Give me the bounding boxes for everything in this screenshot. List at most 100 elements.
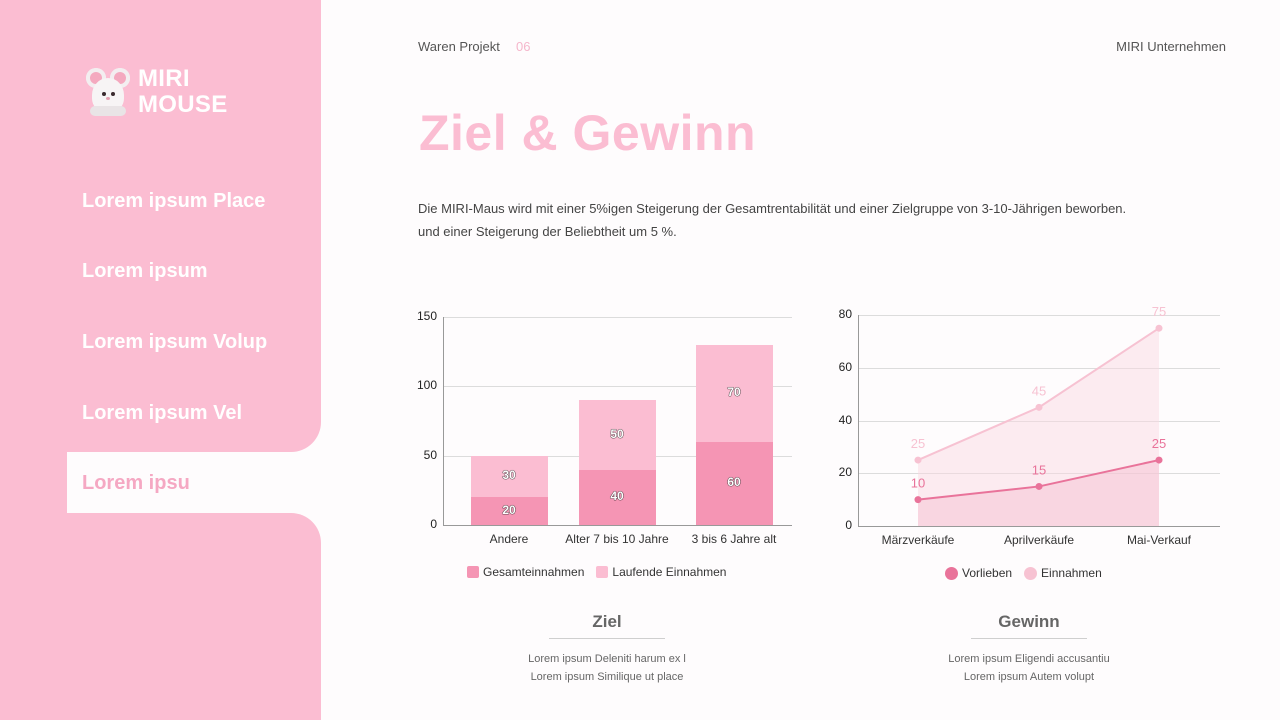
gridline [858, 473, 1220, 475]
series-line [917, 459, 1160, 501]
gridline [443, 455, 792, 457]
legend-dot-icon [1024, 566, 1038, 580]
brand-logo[interactable]: MIRI MOUSE [84, 66, 228, 118]
brand-line-2: MOUSE [138, 91, 228, 118]
gridline [443, 386, 792, 388]
legend-dot-icon [945, 566, 958, 580]
gridline [443, 317, 792, 318]
x-category-label: 3 bis 6 Jahre alt [691, 532, 777, 546]
legend-label: Vorlieben [962, 566, 1013, 580]
x-category-label: Aprilverkäufe [1003, 533, 1075, 547]
data-value-label: 10 [911, 476, 925, 491]
sidebar-panel-top [0, 0, 321, 452]
sidebar-item-2[interactable]: Lorem ipsum [82, 260, 208, 282]
caption-right-line-2: Lorem ipsum Autem volupt [963, 671, 1095, 683]
sidebar-item-1[interactable]: Lorem ipsum Place [82, 190, 266, 212]
bar-value-label: 60 [727, 475, 741, 490]
caption-divider-left [549, 638, 665, 639]
brand-name: MIRI MOUSE [138, 66, 228, 118]
sidebar-item-4[interactable]: Lorem ipsum Vel [82, 402, 243, 424]
data-point [1155, 456, 1163, 464]
legend-item[interactable]: Gesamteinnahmen [467, 565, 584, 579]
area-fill [918, 460, 1159, 526]
caption-left-line-1: Lorem ipsum Deleniti harum ex l [528, 653, 686, 665]
y-tick-label: 0 [430, 517, 437, 531]
project-label: Waren Projekt [418, 39, 500, 54]
page-title: Ziel & Gewinn [419, 105, 757, 161]
x-category-label: Märzverkäufe [881, 533, 955, 547]
legend-label: Einnahmen [1041, 566, 1102, 580]
data-value-label: 75 [1152, 304, 1166, 319]
gridline [858, 367, 1220, 369]
brand-line-1: MIRI [138, 65, 190, 92]
legend-label: Gesamteinnahmen [483, 565, 585, 579]
bar-chart-legend: Gesamteinnahmen Laufende Einnahmen [467, 565, 734, 579]
sidebar-panel-bottom [0, 513, 321, 720]
data-value-label: 15 [1032, 462, 1046, 477]
bar-segment[interactable]: 30 [470, 455, 548, 498]
legend-swatch-icon [596, 566, 609, 578]
bar-value-label: 70 [727, 385, 741, 400]
active-nav-highlight [67, 453, 367, 512]
y-tick-label: 100 [416, 378, 437, 393]
y-tick-label: 20 [838, 465, 852, 480]
y-tick-label: 150 [416, 309, 437, 323]
data-point [1035, 482, 1043, 490]
mouse-mascot-icon [84, 66, 132, 118]
gridline [858, 526, 1220, 527]
bar-value-label: 50 [610, 426, 624, 442]
legend-swatch-icon [467, 566, 479, 578]
area-fill [918, 328, 1159, 526]
data-value-label: 25 [911, 436, 925, 451]
caption-left-line-2: Lorem ipsum Similique ut place [530, 671, 684, 683]
legend-item[interactable]: Vorlieben [945, 566, 1012, 580]
bar-value-label: 30 [502, 468, 516, 483]
x-category-label: Andere [489, 532, 529, 546]
caption-right-line-1: Lorem ipsum Eligendi accusantiu [948, 653, 1110, 665]
bar-segment[interactable]: 60 [695, 441, 773, 525]
series-line [917, 327, 1160, 461]
description: Die MIRI-Maus wird mit einer 5%igen Stei… [418, 197, 1218, 243]
y-tick-label: 40 [838, 412, 852, 427]
bar-segment[interactable]: 20 [470, 497, 548, 525]
data-point [1155, 324, 1163, 332]
y-axis [858, 315, 859, 526]
data-value-label: 45 [1032, 383, 1046, 398]
x-category-label: Mai-Verkauf [1126, 533, 1192, 547]
caption-title-ziel: Ziel [592, 612, 622, 631]
data-point [914, 456, 922, 464]
caption-text-right: Lorem ipsum Eligendi accusantiu Lorem ip… [879, 650, 1179, 686]
gridline [443, 525, 792, 526]
y-tick-label: 50 [423, 447, 437, 462]
y-axis [443, 317, 444, 525]
bar-segment[interactable]: 40 [578, 469, 656, 525]
legend-item[interactable]: Einnahmen [1024, 566, 1102, 580]
caption-text-left: Lorem ipsum Deleniti harum ex l Lorem ip… [457, 650, 757, 686]
bar-segment[interactable]: 50 [578, 400, 656, 470]
y-tick-label: 0 [845, 518, 852, 532]
description-line-2: und einer Steigerung der Beliebtheit um … [418, 224, 677, 239]
data-point [1035, 403, 1043, 411]
x-category-label: Alter 7 bis 10 Jahre [565, 532, 669, 546]
sidebar-item-3[interactable]: Lorem ipsum Volup [82, 331, 268, 353]
legend-label: Laufende Einnahmen [612, 565, 727, 579]
bar-value-label: 40 [610, 489, 624, 504]
sidebar: MIRI MOUSE Lorem ipsum Place Lorem ipsum… [0, 0, 367, 720]
area-chart-legend: Vorlieben Einnahmen [945, 566, 1108, 580]
company-label: MIRI Unternehmen [1116, 39, 1226, 54]
gridline [858, 420, 1220, 422]
sidebar-item-5-active[interactable]: Lorem ipsu [82, 472, 190, 494]
gridline [858, 315, 1220, 316]
bar-value-label: 20 [502, 503, 516, 518]
caption-title-gewinn: Gewinn [998, 612, 1060, 631]
data-value-label: 25 [1152, 436, 1166, 451]
caption-divider-right [971, 638, 1087, 639]
y-tick-label: 80 [838, 307, 852, 321]
bar-segment[interactable]: 70 [695, 344, 773, 442]
page-number: 06 [516, 39, 531, 54]
legend-item[interactable]: Laufende Einnahmen [596, 565, 726, 579]
description-line-1: Die MIRI-Maus wird mit einer 5%igen Stei… [418, 201, 1127, 216]
data-point [914, 496, 922, 504]
y-tick-label: 60 [838, 359, 852, 374]
